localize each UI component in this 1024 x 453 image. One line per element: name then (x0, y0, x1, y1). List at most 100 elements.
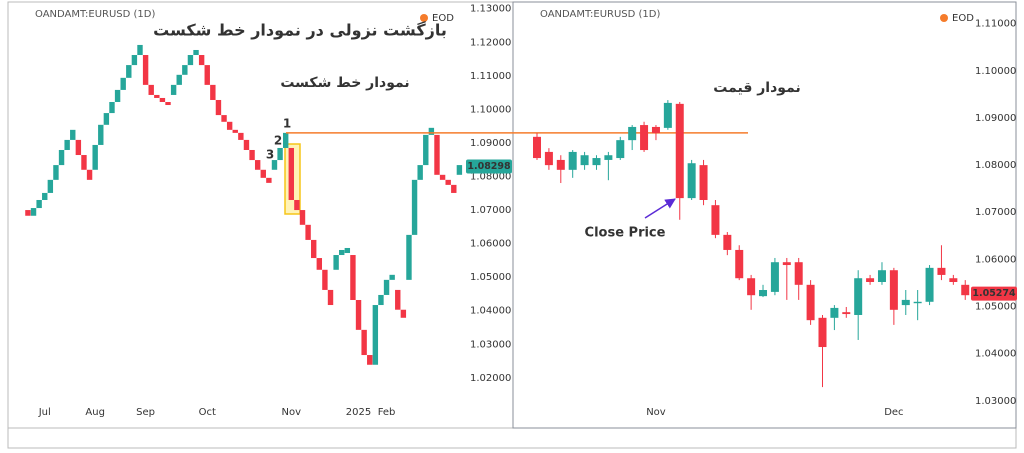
candle-body (556, 159, 565, 170)
x-tick-label: 2025 (346, 407, 371, 418)
candle-body (806, 284, 815, 321)
brick (221, 115, 227, 122)
annotation: 2 (274, 134, 282, 148)
brick (154, 94, 160, 98)
y-tick-label: 1.04000 (975, 349, 1016, 360)
candle-body (818, 317, 827, 348)
brick (445, 179, 451, 185)
price-tag (971, 286, 1017, 301)
brick (344, 247, 351, 254)
x-tick-label: Aug (85, 407, 105, 418)
candle-body (687, 163, 696, 199)
brick (383, 279, 390, 295)
candle-body (568, 151, 577, 170)
brick (451, 184, 457, 193)
brick (271, 160, 278, 170)
brick (355, 299, 362, 330)
x-tick-label: Oct (199, 407, 216, 418)
brick (81, 155, 87, 170)
price-tag-label: 1.08298 (467, 161, 511, 172)
brick (176, 74, 182, 85)
x-tick-label: Dec (884, 407, 903, 418)
candle-body (961, 284, 970, 296)
header: OANDAMT:EURUSD (1D) (540, 9, 660, 20)
annotation: Close Price (585, 226, 666, 241)
brick (64, 139, 70, 150)
brick (109, 101, 115, 114)
brick (114, 89, 121, 102)
y-tick-label: 1.05000 (470, 272, 511, 283)
candle-body (580, 155, 589, 166)
badge: EOD (432, 13, 454, 24)
brick (182, 65, 188, 75)
candle-body (949, 278, 958, 282)
header: OANDAMT:EURUSD (1D) (35, 9, 155, 20)
candle-body (747, 278, 756, 296)
brick (327, 289, 334, 306)
x-tick-label: Feb (378, 407, 396, 418)
y-tick-label: 1.13000 (470, 4, 511, 15)
brick (92, 144, 98, 170)
brick (159, 97, 166, 102)
candle-body (699, 165, 708, 200)
brick (311, 239, 317, 259)
brick (277, 147, 283, 161)
brick (36, 199, 42, 209)
y-tick-label: 1.06000 (975, 254, 1016, 265)
badge: EOD (952, 13, 974, 24)
y-tick-label: 1.11000 (975, 19, 1016, 30)
brick (70, 129, 76, 140)
brick (148, 84, 154, 95)
brick (434, 134, 440, 175)
brick (210, 84, 216, 100)
y-tick-label: 1.09000 (470, 138, 511, 149)
brick (372, 305, 379, 365)
chart-title: بازگشت نزولی در نمودار خط شکست (153, 21, 447, 40)
y-tick-label: 1.10000 (470, 104, 511, 115)
brick (260, 169, 266, 178)
candle-body (533, 136, 542, 159)
brick (378, 294, 384, 306)
candle-body (794, 262, 803, 285)
candle-body (651, 126, 660, 134)
candle-body (877, 270, 886, 282)
brick (226, 121, 233, 130)
brick (232, 129, 238, 133)
brick (316, 258, 323, 270)
brick (456, 165, 463, 175)
brick (282, 132, 289, 148)
brick (193, 49, 199, 56)
brick (411, 179, 418, 235)
brick (428, 127, 435, 135)
brick (238, 132, 244, 140)
y-tick-label: 1.08000 (975, 160, 1016, 171)
brick (58, 149, 65, 166)
brick (53, 165, 59, 180)
candle-body (925, 267, 934, 302)
candle-body (592, 158, 601, 166)
brick (98, 124, 104, 145)
x-tick-label: Nov (646, 407, 666, 418)
candle-body (711, 205, 720, 235)
brick (294, 199, 300, 211)
candle-body (663, 102, 672, 128)
brick (165, 101, 171, 106)
candle-body (901, 299, 910, 306)
brick (25, 210, 31, 216)
price-tag (466, 159, 512, 174)
brick (215, 99, 222, 116)
right-panel (512, 1, 1017, 429)
y-tick-label: 1.07000 (470, 205, 511, 216)
badge-dot (940, 14, 948, 22)
brick (266, 177, 272, 183)
brick (333, 255, 339, 270)
brick (198, 55, 205, 66)
chart-subtitle: نمودار قیمت (713, 80, 800, 96)
brick (86, 169, 93, 180)
brick (423, 134, 429, 166)
price-tag-label: 1.05274 (972, 288, 1016, 299)
y-tick-label: 1.03000 (975, 396, 1016, 407)
y-tick-label: 1.12000 (470, 37, 511, 48)
brick (339, 249, 345, 256)
